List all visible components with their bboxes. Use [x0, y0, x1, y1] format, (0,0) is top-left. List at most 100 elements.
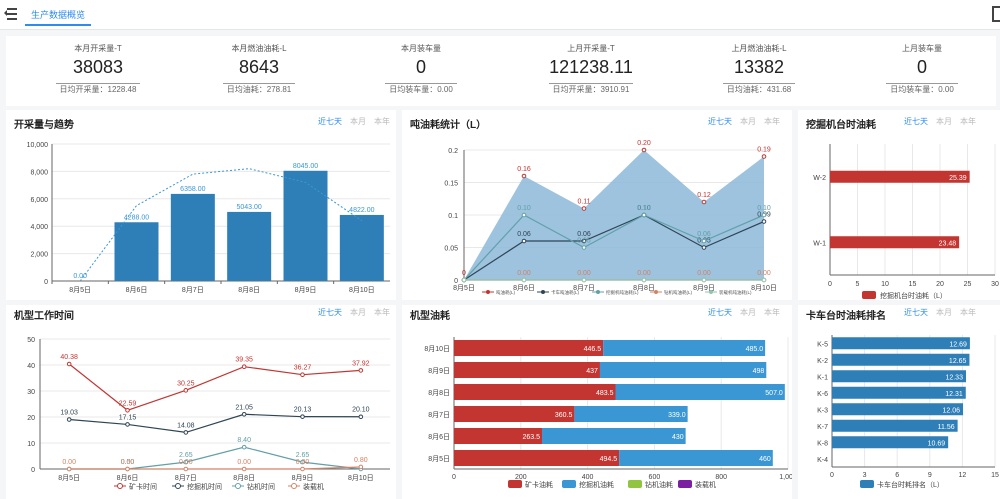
tab-this-year[interactable]: 本年: [374, 117, 390, 126]
legend-marker: [628, 480, 642, 488]
bar-value-label: 485.0: [746, 346, 764, 353]
data-label: 0.06: [697, 231, 711, 238]
data-label: 36.27: [294, 365, 312, 372]
data-point: [641, 277, 647, 283]
legend-marker: [291, 483, 297, 489]
x-tick-label: 800: [715, 474, 727, 481]
series-line: [463, 214, 765, 281]
legend-marker: [486, 290, 490, 294]
series-line: [68, 363, 361, 411]
data-label: 40.38: [60, 354, 78, 361]
bar-value-label: 430: [672, 434, 684, 441]
tab-last-seven-days[interactable]: 近七天: [708, 117, 732, 126]
tab-last-seven-days[interactable]: 近七天: [318, 308, 342, 317]
stat-lastmonth-output: 上月开采量-T 121238.11 日均开采量：3910.91: [526, 43, 656, 97]
x-tick-label: 600: [649, 474, 661, 481]
y-tick-label: 0: [31, 467, 35, 474]
bar-value-label: 8045.00: [293, 163, 318, 170]
tab-this-month[interactable]: 本月: [936, 117, 952, 126]
x-tick-label: 20: [936, 281, 944, 288]
data-label: 0.10: [757, 205, 771, 212]
tab-this-month[interactable]: 本月: [740, 117, 756, 126]
legend-label: 挖掘机时间: [187, 482, 222, 491]
data-label: 0.00: [577, 270, 591, 277]
data-point: [581, 238, 587, 244]
data-label: 0.00: [757, 270, 771, 277]
tab-this-month[interactable]: 本月: [350, 308, 366, 317]
x-tick-label: 12: [959, 472, 967, 479]
series-line: [69, 413, 361, 434]
y-tick-label: W-1: [813, 240, 826, 247]
tab-production-overview[interactable]: 生产数据概览: [25, 0, 91, 26]
tab-this-month[interactable]: 本月: [936, 308, 952, 317]
panel-title: 挖掘机台时油耗: [806, 120, 876, 131]
tab-last-seven-days[interactable]: 近七天: [904, 117, 928, 126]
bar-value-label: 4288.00: [124, 214, 149, 221]
legend-marker: [562, 480, 576, 488]
y-tick-label: 8月6日: [428, 433, 450, 441]
panel-title: 开采量与趋势: [14, 120, 74, 131]
y-tick-label: W-2: [813, 175, 826, 182]
stat-value: 8643: [238, 57, 280, 77]
bar-value-label: 5043.00: [237, 204, 262, 211]
data-point: [300, 466, 305, 472]
data-label: 0.05: [577, 238, 591, 245]
model-fuel-stacked-chart: 0 200 400 600 800 1,000 8月10日 446.5 485.0 8月9日 437…: [424, 337, 792, 489]
data-point: [183, 466, 189, 472]
tab-this-month[interactable]: 本月: [350, 117, 366, 126]
x-tick-label: 8月10日: [349, 286, 375, 294]
y-tick-label: K-5: [817, 341, 828, 348]
stat-lastmonth-loading: 上月装车量 0 日均装车量：0.00: [857, 43, 987, 97]
range-tabs: 近七天 本月 本年: [896, 307, 976, 318]
bar: [170, 193, 215, 281]
tab-this-year[interactable]: 本年: [374, 308, 390, 317]
tab-this-year[interactable]: 本年: [960, 117, 976, 126]
x-tick-label: 15: [909, 281, 917, 288]
stats-card: 本月开采量-T 38083 日均开采量：1228.48 本月燃油油耗-L 864…: [6, 36, 996, 106]
panel-output-trend: 开采量与趋势 近七天 本月 本年 0 2,000 4,000 6,000 8,000 10,0…: [6, 110, 396, 300]
legend-marker: [709, 290, 713, 294]
x-tick-label: 8月8日: [233, 474, 255, 482]
x-tick-label: 8月8日: [633, 284, 655, 292]
stat-sub: 日均装车量：0.00: [886, 83, 958, 95]
data-label: 2.65: [296, 452, 310, 459]
panel-title: 机型工作时间: [14, 311, 74, 322]
truck-fuel-rank-chart: 0 3 6 9 12 15 K-5 12.69 K-2 12.65 K-1 12.33 K-6 12.31…: [817, 335, 999, 489]
y-tick-label: 50: [27, 337, 35, 344]
data-point: [300, 459, 305, 465]
fullscreen-icon[interactable]: [992, 6, 1000, 22]
tab-this-year[interactable]: 本年: [764, 117, 780, 126]
bar-segment: [454, 340, 604, 356]
tab-this-year[interactable]: 本年: [960, 308, 976, 317]
bar-segment: [454, 406, 575, 422]
data-point: [761, 154, 767, 159]
stat-sub: 日均开采量：3910.91: [548, 83, 634, 95]
menu-toggle-icon[interactable]: [4, 7, 18, 21]
y-tick-label: 10: [27, 441, 35, 448]
range-tabs: 近七天 本月 本年: [896, 116, 976, 127]
data-point: [125, 466, 130, 472]
data-point: [241, 444, 247, 450]
y-tick-label: 20: [27, 415, 35, 422]
tab-this-year[interactable]: 本年: [764, 308, 780, 317]
data-point: [521, 212, 527, 218]
data-point: [241, 466, 247, 472]
data-point: [300, 372, 305, 377]
stat-label: 本月装车量: [401, 44, 441, 53]
x-tick-label: 0: [830, 472, 834, 479]
data-point: [358, 368, 364, 373]
data-label: 0: [462, 270, 466, 277]
tab-last-seven-days[interactable]: 近七天: [318, 117, 342, 126]
data-point: [761, 277, 767, 283]
data-label: 8.40: [237, 437, 251, 444]
bar-segment: [599, 362, 767, 378]
tab-last-seven-days[interactable]: 近七天: [904, 308, 928, 317]
tab-last-seven-days[interactable]: 近七天: [708, 308, 732, 317]
y-tick-label: 4,000: [30, 224, 48, 231]
tab-this-month[interactable]: 本月: [740, 308, 756, 317]
panel-title: 卡车台时油耗排名: [806, 311, 886, 322]
x-tick-label: 8月6日: [513, 284, 535, 292]
data-point: [581, 206, 587, 211]
bar: [832, 419, 958, 432]
